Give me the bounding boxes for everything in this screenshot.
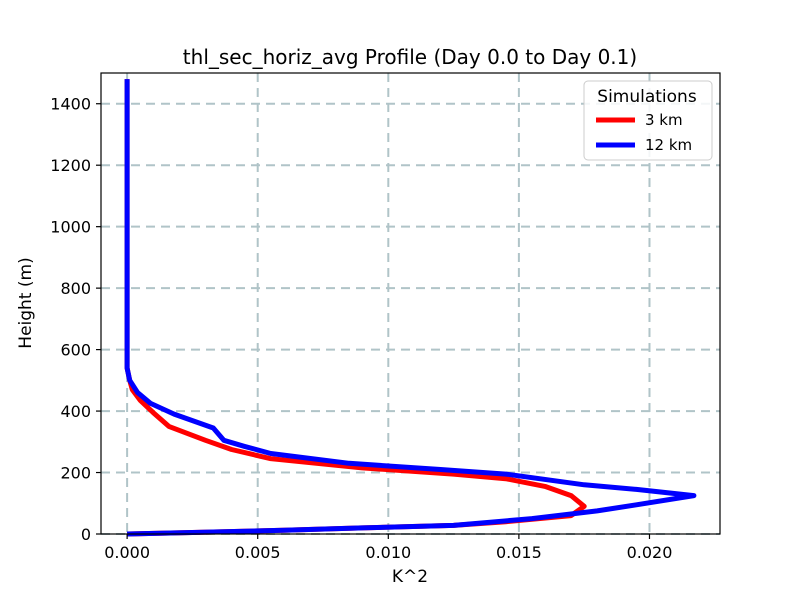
y-tick-label: 800 — [60, 279, 91, 298]
x-tick-label: 0.020 — [627, 543, 673, 562]
x-tick-label: 0.005 — [235, 543, 281, 562]
y-tick-label: 200 — [60, 464, 91, 483]
y-tick-label: 400 — [60, 402, 91, 421]
y-tick-label: 1400 — [50, 95, 91, 114]
legend-entry: 3 km — [645, 111, 683, 129]
y-axis-ticks: 0 200 400 600 800 1000 1200 1400 — [50, 95, 101, 544]
x-axis-ticks: 0.000 0.005 0.010 0.015 0.020 — [104, 534, 672, 562]
y-tick-label: 1000 — [50, 218, 91, 237]
plot-frame — [100, 72, 721, 535]
x-tick-label: 0.000 — [104, 543, 150, 562]
legend: Simulations 3 km 12 km — [583, 80, 713, 161]
y-axis-label: Height (m) — [16, 257, 36, 348]
y-tick-label: 1200 — [50, 156, 91, 175]
x-tick-label: 0.010 — [365, 543, 411, 562]
chart-title: thl_sec_horiz_avg Profile (Day 0.0 to Da… — [183, 45, 637, 69]
legend-title: Simulations — [597, 87, 697, 107]
y-tick-label: 600 — [60, 341, 91, 360]
y-tick-label: 0 — [81, 525, 91, 544]
x-axis-label: K^2 — [392, 567, 428, 587]
x-tick-label: 0.015 — [496, 543, 542, 562]
series-line-12-km — [124, 79, 697, 537]
legend-box — [583, 80, 713, 161]
series-lines — [124, 79, 697, 537]
legend-entry: 12 km — [645, 136, 692, 154]
